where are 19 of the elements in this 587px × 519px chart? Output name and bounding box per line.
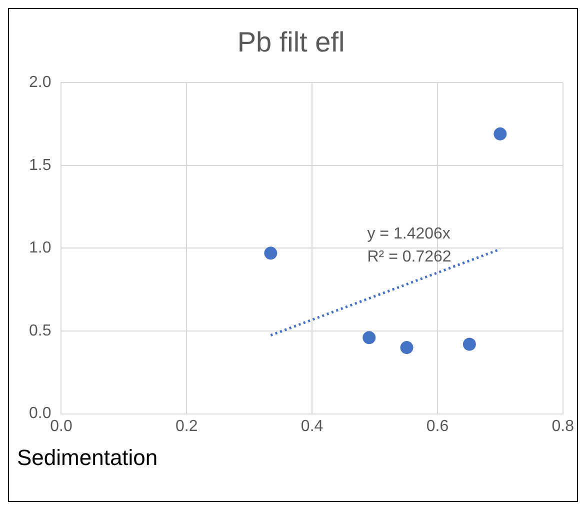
x-tick-label: 0.4: [300, 418, 324, 435]
y-tick-label: 0.0: [28, 405, 52, 422]
y-tick-label: 1.5: [28, 156, 52, 174]
chart-title: Pb filt efl: [237, 26, 345, 58]
x-tick-label: 0.2: [176, 418, 198, 435]
x-tick-label: 0.0: [50, 418, 72, 435]
x-axis-title: Sedimentation: [16, 444, 159, 472]
x-tick-label: 0.8: [552, 418, 574, 435]
point: [264, 246, 278, 260]
y-tick-label: 1.0: [28, 240, 52, 257]
y-tick-label: 2.0: [28, 74, 52, 92]
point: [494, 127, 507, 140]
y-tick-label: 0.5: [28, 322, 52, 340]
x-tick-label: 0.6: [426, 418, 449, 435]
annotation: y = 1.4206x: [367, 225, 450, 242]
point: [462, 338, 476, 351]
annotation: R² = 0.7262: [367, 248, 452, 266]
point: [362, 331, 376, 344]
point: [400, 341, 414, 354]
